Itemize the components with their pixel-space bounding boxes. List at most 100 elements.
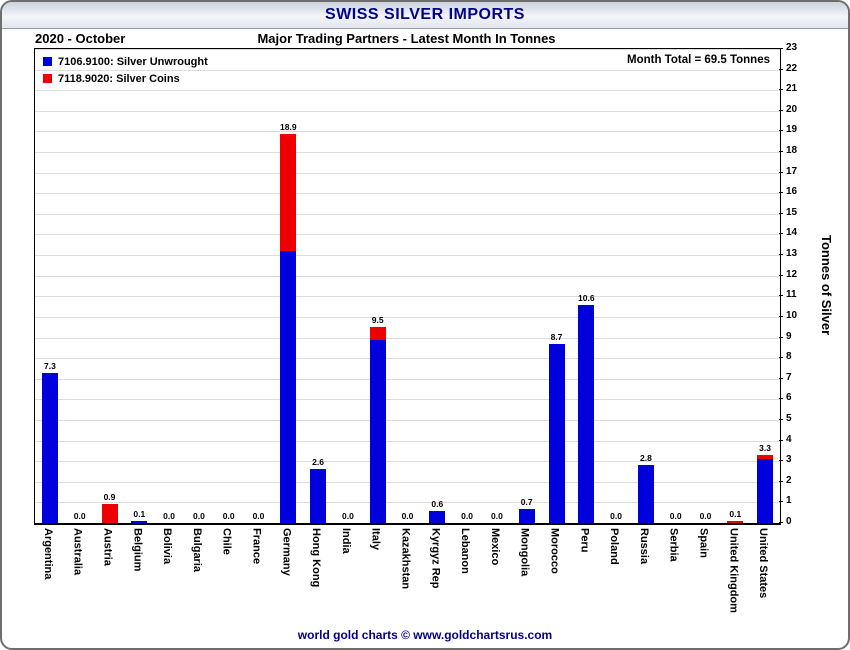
legend-label-silver-coins: 7118.9020: Silver Coins — [58, 72, 180, 85]
y-tick-label: 17 — [786, 165, 798, 177]
x-category-label: United Kingdom — [727, 528, 740, 613]
gridline — [35, 419, 780, 421]
period-label: 2020 - October — [35, 31, 126, 46]
gridline — [35, 110, 780, 112]
y-tick-label: 16 — [786, 186, 798, 198]
y-tick-mark — [779, 357, 783, 359]
y-tick-label: 12 — [786, 268, 798, 280]
gridline — [35, 399, 780, 401]
y-tick-label: 5 — [786, 412, 792, 424]
bar-value-label: 0.0 — [163, 511, 175, 521]
x-category-label: Peru — [578, 528, 591, 553]
gridline — [35, 69, 780, 71]
x-category-label: Austria — [101, 528, 114, 566]
bar-value-label: 2.6 — [312, 457, 324, 468]
bar-value-label: 0.1 — [729, 508, 742, 519]
y-tick-label: 14 — [786, 227, 798, 239]
y-tick-mark — [779, 233, 783, 235]
bar-silver-unwrought — [518, 508, 535, 523]
y-tick-label: 0 — [786, 516, 792, 527]
x-category-label: Italy — [369, 528, 382, 551]
x-category-label: Hong Kong — [310, 528, 323, 588]
gridline — [35, 440, 780, 442]
x-category-label: Bulgaria — [190, 528, 203, 573]
bar-value-label: 18.9 — [280, 121, 297, 132]
bar-value-label: 0.1 — [133, 508, 146, 519]
x-category-label: Chile — [220, 528, 233, 555]
gridline — [35, 378, 780, 380]
y-tick-mark — [779, 192, 783, 194]
bar-silver-coins — [280, 133, 297, 251]
x-category-label: Kazakhstan — [399, 528, 412, 590]
gridline — [35, 255, 780, 257]
bar-value-label: 0.7 — [520, 496, 533, 507]
y-tick-mark — [779, 336, 783, 338]
legend-swatch-silver-coins — [43, 74, 52, 83]
y-tick-label: 15 — [786, 206, 798, 218]
chart-title: SWISS SILVER IMPORTS — [2, 2, 848, 29]
y-tick-mark — [779, 254, 783, 256]
gridline — [35, 49, 780, 50]
x-category-label: India — [339, 528, 352, 554]
bar-value-label: 0.0 — [401, 511, 414, 521]
y-tick-mark — [779, 68, 783, 70]
bar-silver-unwrought — [131, 520, 148, 523]
y-tick-mark — [779, 130, 783, 132]
bar-silver-unwrought — [310, 469, 327, 523]
bar-silver-unwrought — [280, 250, 297, 523]
legend-swatch-silver-unwrought — [43, 57, 52, 66]
gridline — [35, 234, 780, 236]
bar-value-label: 0.0 — [490, 511, 503, 521]
plot-area: 7106.9100: Silver Unwrought 7118.9020: S… — [34, 48, 781, 525]
y-tick-mark — [779, 377, 783, 379]
y-tick-label: 13 — [786, 248, 798, 260]
bar-silver-unwrought — [578, 304, 595, 523]
y-tick-mark — [779, 151, 783, 153]
y-tick-mark — [779, 522, 783, 523]
bar-value-label: 8.7 — [550, 331, 563, 342]
gridline — [35, 193, 780, 195]
y-tick-label: 21 — [786, 83, 798, 95]
gridline — [35, 152, 780, 154]
bar-value-label: 0.0 — [341, 511, 354, 521]
x-category-label: Serbia — [667, 528, 680, 562]
y-tick-mark — [779, 89, 783, 91]
gridline — [35, 461, 780, 463]
bar-value-label: 0.0 — [222, 511, 235, 521]
gridline — [35, 275, 780, 277]
y-tick-mark — [779, 501, 783, 503]
y-tick-mark — [779, 48, 783, 49]
x-category-label: Morocco — [548, 528, 561, 574]
y-tick-label: 11 — [786, 289, 797, 301]
bar-value-label: 0.0 — [252, 511, 265, 521]
y-tick-mark — [779, 274, 783, 276]
bar-value-label: 0.6 — [431, 498, 444, 509]
y-tick-label: 20 — [786, 103, 798, 115]
x-category-label: Spain — [697, 528, 710, 558]
gridline — [35, 358, 780, 360]
y-tick-mark — [779, 295, 783, 297]
x-category-label: Mongolia — [518, 528, 531, 577]
y-tick-mark — [779, 418, 783, 420]
y-tick-label: 1 — [786, 495, 792, 507]
bar-silver-coins — [369, 327, 386, 340]
x-category-label: Germany — [280, 528, 293, 576]
y-axis: 0 1 2 3 4 5 6 7 8 9 10 11 12 13 14 15 16 17 18 19 20 21 22 23 — [779, 42, 817, 527]
y-tick-mark — [779, 460, 783, 462]
y-tick-label: 18 — [786, 145, 798, 157]
x-category-label: Bolivia — [161, 528, 174, 565]
bar-value-label: 0.0 — [610, 511, 622, 521]
x-category-label: Belgium — [131, 528, 144, 572]
gridline — [35, 172, 780, 174]
gridline — [35, 131, 780, 133]
legend-item-silver-unwrought: 7106.9100: Silver Unwrought — [43, 53, 208, 70]
bar-silver-unwrought — [369, 339, 386, 523]
bar-value-label: 3.3 — [759, 443, 771, 453]
gridline — [35, 296, 780, 298]
y-tick-mark — [779, 212, 783, 214]
y-tick-label: 4 — [786, 433, 792, 445]
y-tick-mark — [779, 109, 783, 111]
y-tick-label: 7 — [786, 371, 792, 383]
bar-silver-unwrought — [41, 372, 58, 523]
y-tick-label: 22 — [786, 62, 798, 74]
